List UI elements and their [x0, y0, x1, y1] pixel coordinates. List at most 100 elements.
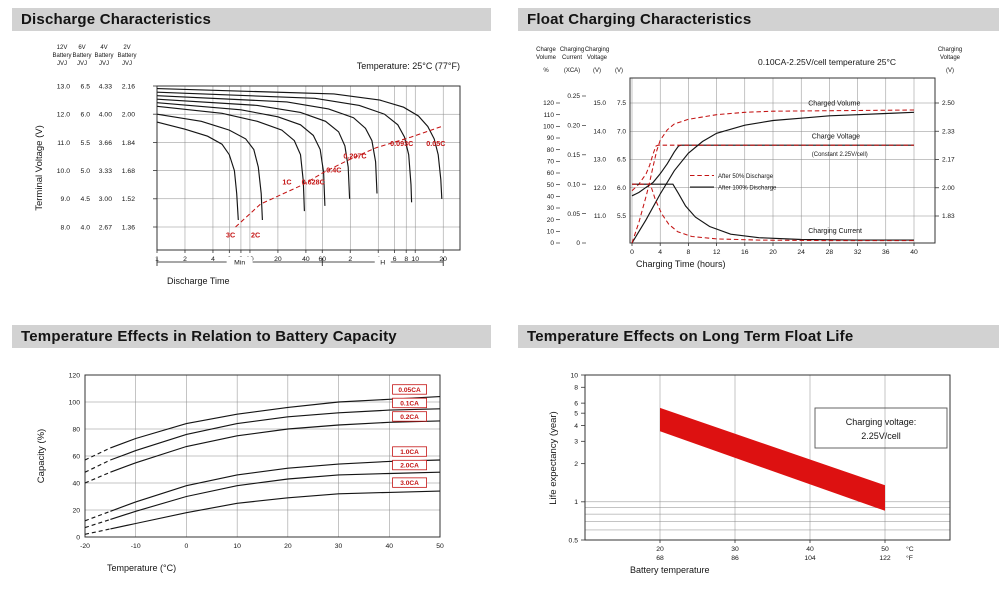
- svg-text:6.0: 6.0: [81, 112, 91, 119]
- svg-text:4.00: 4.00: [99, 112, 112, 119]
- svg-text:0.15: 0.15: [567, 152, 580, 159]
- panel-discharge-title: Discharge Characteristics: [21, 11, 212, 28]
- svg-text:-10: -10: [131, 543, 141, 550]
- svg-text:0.25: 0.25: [567, 93, 580, 100]
- svg-text:100: 100: [543, 124, 554, 131]
- svg-text:28: 28: [826, 249, 834, 256]
- svg-text:11.0: 11.0: [57, 140, 70, 147]
- svg-text:Terminal Voltage (V): Terminal Voltage (V): [34, 125, 45, 211]
- svg-text:JVJ: JVJ: [99, 61, 109, 67]
- svg-text:20: 20: [274, 256, 282, 263]
- svg-text:4: 4: [658, 249, 662, 256]
- svg-text:60: 60: [547, 170, 555, 177]
- panel-discharge: Discharge Characteristics 12V Battery JVJ 1…: [12, 8, 494, 300]
- svg-text:6.5: 6.5: [81, 83, 91, 90]
- svg-text:20: 20: [72, 507, 80, 514]
- svg-text:5.5: 5.5: [617, 213, 626, 220]
- svg-text:Battery: Battery: [94, 53, 113, 59]
- svg-text:3.0CA: 3.0CA: [400, 480, 419, 487]
- svg-text:10: 10: [570, 372, 578, 379]
- svg-text:Min: Min: [234, 260, 245, 267]
- svg-text:°C: °C: [906, 545, 914, 553]
- svg-text:2: 2: [574, 461, 578, 468]
- svg-text:0.10: 0.10: [567, 181, 580, 188]
- panel-float-life-title-bar: Temperature Effects on Long Term Float L…: [518, 325, 999, 348]
- svg-text:3: 3: [574, 439, 578, 446]
- svg-text:Voltage: Voltage: [940, 55, 961, 61]
- svg-text:1.0CA: 1.0CA: [400, 449, 419, 456]
- svg-text:2.33: 2.33: [942, 128, 955, 135]
- svg-text:12: 12: [713, 249, 721, 256]
- svg-text:20: 20: [656, 546, 664, 553]
- svg-text:Charging Time (hours): Charging Time (hours): [636, 259, 726, 269]
- svg-text:68: 68: [656, 555, 664, 562]
- svg-text:104: 104: [804, 555, 816, 562]
- svg-text:(Constant 2.25V/cell): (Constant 2.25V/cell): [812, 152, 868, 158]
- svg-text:9.0: 9.0: [61, 196, 71, 203]
- svg-text:Charge: Charge: [536, 47, 556, 53]
- svg-text:14.0: 14.0: [593, 128, 606, 135]
- svg-text:2.00: 2.00: [122, 112, 135, 119]
- float-life-chart: 1086543210.5206830864010450122°C°FChargi…: [548, 372, 951, 575]
- svg-text:Charging: Charging: [938, 47, 962, 53]
- svg-text:After 100% Discharge: After 100% Discharge: [718, 186, 777, 192]
- svg-text:90: 90: [547, 135, 555, 142]
- svg-text:1.68: 1.68: [122, 168, 135, 175]
- svg-text:20: 20: [769, 249, 777, 256]
- svg-text:2.17: 2.17: [942, 157, 955, 164]
- svg-text:Battery: Battery: [52, 53, 71, 59]
- svg-text:0: 0: [76, 534, 80, 541]
- svg-text:Temperature (°C): Temperature (°C): [107, 563, 176, 573]
- svg-text:12.0: 12.0: [593, 185, 606, 192]
- svg-text:0: 0: [576, 240, 580, 247]
- svg-text:6V: 6V: [78, 45, 85, 51]
- svg-text:20: 20: [284, 543, 292, 550]
- svg-text:60: 60: [72, 453, 80, 460]
- float-charging-characteristics-chart: ChargeVolume%ChargingCurrent(XCA)Chargin…: [536, 47, 962, 269]
- svg-text:40: 40: [72, 480, 80, 487]
- svg-text:JVJ: JVJ: [77, 61, 87, 67]
- svg-text:80: 80: [72, 426, 80, 433]
- svg-text:70: 70: [547, 159, 555, 166]
- svg-text:8.0: 8.0: [61, 224, 71, 231]
- svg-text:40: 40: [547, 194, 555, 201]
- svg-text:0.5: 0.5: [569, 537, 579, 544]
- svg-text:86: 86: [731, 555, 739, 562]
- svg-text:6: 6: [393, 256, 397, 263]
- svg-text:6.5: 6.5: [617, 157, 626, 164]
- panel-float-charging-title: Float Charging Characteristics: [527, 11, 752, 28]
- svg-text:4.0: 4.0: [81, 224, 91, 231]
- svg-text:1.36: 1.36: [122, 224, 135, 231]
- svg-text:0: 0: [630, 249, 634, 256]
- svg-text:1: 1: [574, 499, 578, 506]
- panel-temp-capacity-title-bar: Temperature Effects in Relation to Batte…: [12, 325, 491, 348]
- svg-text:2C: 2C: [251, 231, 260, 240]
- svg-text:15.0: 15.0: [593, 100, 606, 107]
- svg-text:Voltage: Voltage: [587, 55, 608, 61]
- svg-text:%: %: [543, 68, 549, 74]
- svg-text:12V: 12V: [57, 45, 68, 51]
- panel-temp-capacity-title: Temperature Effects in Relation to Batte…: [21, 328, 397, 345]
- svg-text:Charging: Charging: [585, 47, 609, 53]
- svg-text:1.83: 1.83: [942, 213, 955, 220]
- svg-text:100: 100: [69, 399, 81, 406]
- svg-text:JVJ: JVJ: [122, 61, 132, 67]
- svg-text:Capacity (%): Capacity (%): [36, 429, 47, 483]
- panel-discharge-title-bar: Discharge Characteristics: [12, 8, 491, 31]
- svg-text:0.20: 0.20: [567, 123, 580, 130]
- svg-text:Discharge Time: Discharge Time: [167, 276, 230, 286]
- svg-text:4.5: 4.5: [81, 196, 91, 203]
- svg-text:30: 30: [731, 546, 739, 553]
- svg-text:32: 32: [854, 249, 862, 256]
- svg-text:2.16: 2.16: [122, 83, 135, 90]
- svg-text:50: 50: [436, 543, 444, 550]
- svg-text:16: 16: [741, 249, 749, 256]
- svg-text:1C: 1C: [282, 178, 291, 187]
- svg-text:Battery: Battery: [117, 53, 136, 59]
- float-life-plot-area: 1086543210.5206830864010450122°C°FChargi…: [548, 372, 951, 575]
- svg-text:After 50% Discharge: After 50% Discharge: [718, 174, 774, 180]
- svg-text:2V: 2V: [123, 45, 130, 51]
- discharge-characteristics-chart: 12V Battery JVJ 13.0 12.0 11.0 10.0 9.0 8.0 6V Bat…: [34, 45, 461, 286]
- svg-text:0.207C: 0.207C: [343, 151, 366, 160]
- svg-text:50: 50: [547, 182, 555, 189]
